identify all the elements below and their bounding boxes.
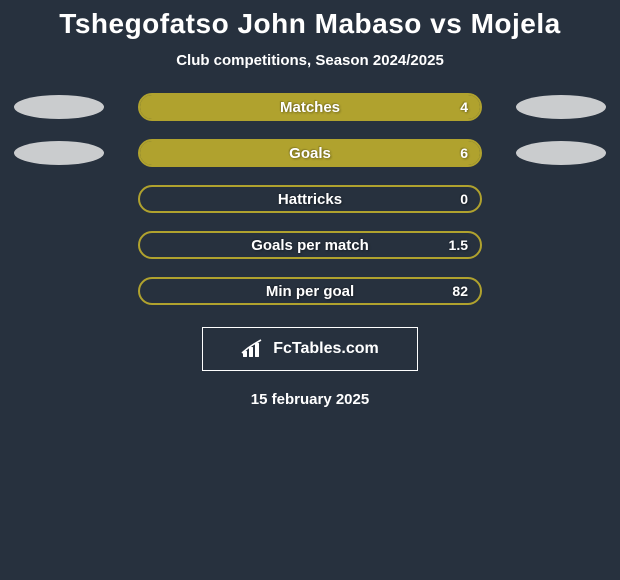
stat-row: Goals per match 1.5 xyxy=(0,231,620,259)
left-ellipse xyxy=(14,95,104,119)
stat-label: Goals per match xyxy=(251,237,369,254)
stat-label: Hattricks xyxy=(278,191,342,208)
stat-row: Hattricks 0 xyxy=(0,185,620,213)
stat-row: Min per goal 82 xyxy=(0,277,620,305)
right-ellipse xyxy=(516,141,606,165)
stat-value: 1.5 xyxy=(449,237,468,253)
stat-row: Goals 6 xyxy=(0,139,620,167)
logo-text: FcTables.com xyxy=(273,340,379,358)
h2h-stats-card: Tshegofatso John Mabaso vs Mojela Club c… xyxy=(0,0,620,580)
stat-label: Matches xyxy=(280,99,340,116)
right-ellipse xyxy=(516,95,606,119)
chart-icon xyxy=(241,339,267,359)
stat-bar: Goals per match 1.5 xyxy=(138,231,482,259)
stat-label: Goals xyxy=(289,145,331,162)
stat-label: Min per goal xyxy=(266,283,354,300)
stat-bar: Hattricks 0 xyxy=(138,185,482,213)
stat-row: Matches 4 xyxy=(0,93,620,121)
stat-rows: Matches 4 Goals 6 Hattricks 0 Goals per match 1… xyxy=(0,93,620,305)
source-logo[interactable]: FcTables.com xyxy=(202,327,418,371)
as-of-date: 15 february 2025 xyxy=(251,391,369,408)
stat-value: 4 xyxy=(460,99,468,115)
stat-value: 6 xyxy=(460,145,468,161)
stat-value: 0 xyxy=(460,191,468,207)
stat-bar: Goals 6 xyxy=(138,139,482,167)
card-title: Tshegofatso John Mabaso vs Mojela xyxy=(59,8,560,40)
stat-value: 82 xyxy=(452,283,468,299)
left-ellipse xyxy=(14,141,104,165)
stat-bar: Min per goal 82 xyxy=(138,277,482,305)
card-subtitle: Club competitions, Season 2024/2025 xyxy=(176,52,444,69)
stat-bar: Matches 4 xyxy=(138,93,482,121)
